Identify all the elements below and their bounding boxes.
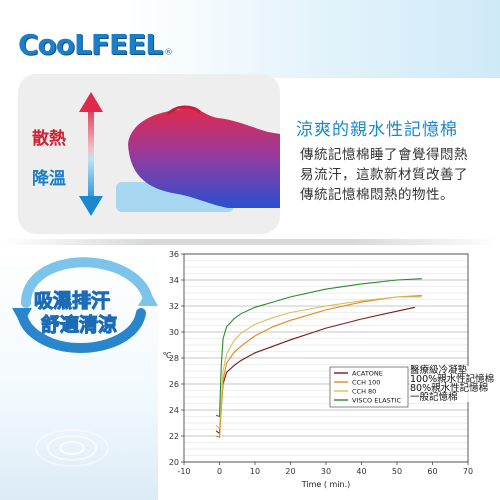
y-tick-label: 30 — [169, 328, 179, 337]
y-tick-label: 34 — [169, 276, 179, 285]
chart-series — [215, 278, 422, 439]
x-tick-label: 50 — [392, 467, 402, 476]
legend-label-zh: 100%親水性記憶棉 — [410, 374, 495, 385]
water-ripple-icon — [35, 429, 109, 467]
slogan-badge: 吸濕排汗 舒適清涼 — [6, 248, 161, 358]
legend-label: VISCO ELASTIC — [352, 396, 402, 404]
chart-ticks: -10 0 10 20 30 40 50 60 70 20 22 24 26 28 30 32 34 36 — [169, 250, 473, 476]
chart-canvas: -10 0 10 20 30 40 50 60 70 20 22 24 26 28 30 32 34 36 Tim… — [163, 250, 474, 489]
legend-label-zh: 一般記憶棉 — [410, 393, 495, 402]
legend-label: CCH 80 — [352, 387, 376, 395]
pillow-illustration — [79, 92, 280, 216]
legend-label: CCH 100 — [352, 378, 380, 386]
y-tick-label: 26 — [169, 380, 179, 389]
series-line — [215, 296, 422, 430]
cool-label: 降溫 — [32, 169, 66, 189]
x-tick-label: 10 — [250, 467, 260, 476]
legend-label-zh: 醫療級冷凝墊 — [410, 366, 495, 375]
x-axis-label: Time ( min.) — [301, 480, 351, 489]
y-tick-label: 32 — [169, 302, 179, 311]
head-shape — [128, 107, 280, 208]
product-panel: 散熱 降溫 — [0, 72, 500, 240]
x-tick-label: 40 — [356, 467, 366, 476]
heat-label: 散熱 — [32, 129, 66, 149]
y-axis-label: ℃ — [163, 351, 172, 360]
x-tick-label: -10 — [177, 467, 190, 476]
slogan-line: 吸濕排汗 — [33, 290, 111, 313]
x-tick-label: 20 — [285, 467, 295, 476]
brand-logo: CooLFEEL ® — [18, 22, 173, 66]
y-tick-label: 36 — [169, 250, 179, 259]
legend-label: ACATONE — [352, 369, 383, 377]
y-tick-label: 24 — [169, 406, 179, 415]
temperature-chart: -10 0 10 20 30 40 50 60 70 20 22 24 26 28 30 32 34 36 Tim… — [158, 246, 500, 500]
series-line — [215, 278, 422, 418]
description-line: 傳統記憶棉悶熱的物性。 — [300, 187, 454, 203]
headline-title: 涼爽的親水性記憶棉 — [296, 120, 458, 140]
heat-cool-arrow — [79, 92, 103, 216]
section-divider — [0, 239, 500, 245]
chinese-legend: 醫療級冷凝墊 100%親水性記憶棉 80%親水性記憶棉 一般記憶棉 — [410, 366, 495, 402]
x-tick-label: 60 — [427, 467, 437, 476]
logo-text: CooLFEEL — [18, 27, 163, 61]
y-tick-label: 28 — [169, 354, 179, 363]
legend-label-zh: 80%親水性記憶棉 — [410, 384, 495, 393]
x-tick-label: 30 — [321, 467, 331, 476]
slogan-line: 舒適清涼 — [40, 314, 118, 337]
y-tick-label: 22 — [169, 432, 179, 441]
description-line: 易流汗，這款新材質改善了 — [300, 167, 468, 183]
y-tick-label: 20 — [169, 458, 179, 467]
header-band — [0, 0, 500, 78]
series-line — [215, 295, 422, 439]
description-line: 傳統記憶棉睡了會覺得悶熱 — [300, 147, 468, 163]
chart-grid — [184, 253, 468, 463]
swirl-icon — [12, 257, 158, 354]
illustration-card — [18, 74, 280, 234]
description-text: 傳統記憶棉睡了會覺得悶熱 易流汗，這款新材質改善了 傳統記憶棉悶熱的物性。 — [300, 145, 490, 205]
registered-mark: ® — [164, 48, 174, 58]
x-tick-label: 70 — [463, 467, 473, 476]
x-tick-label: 0 — [217, 467, 222, 476]
